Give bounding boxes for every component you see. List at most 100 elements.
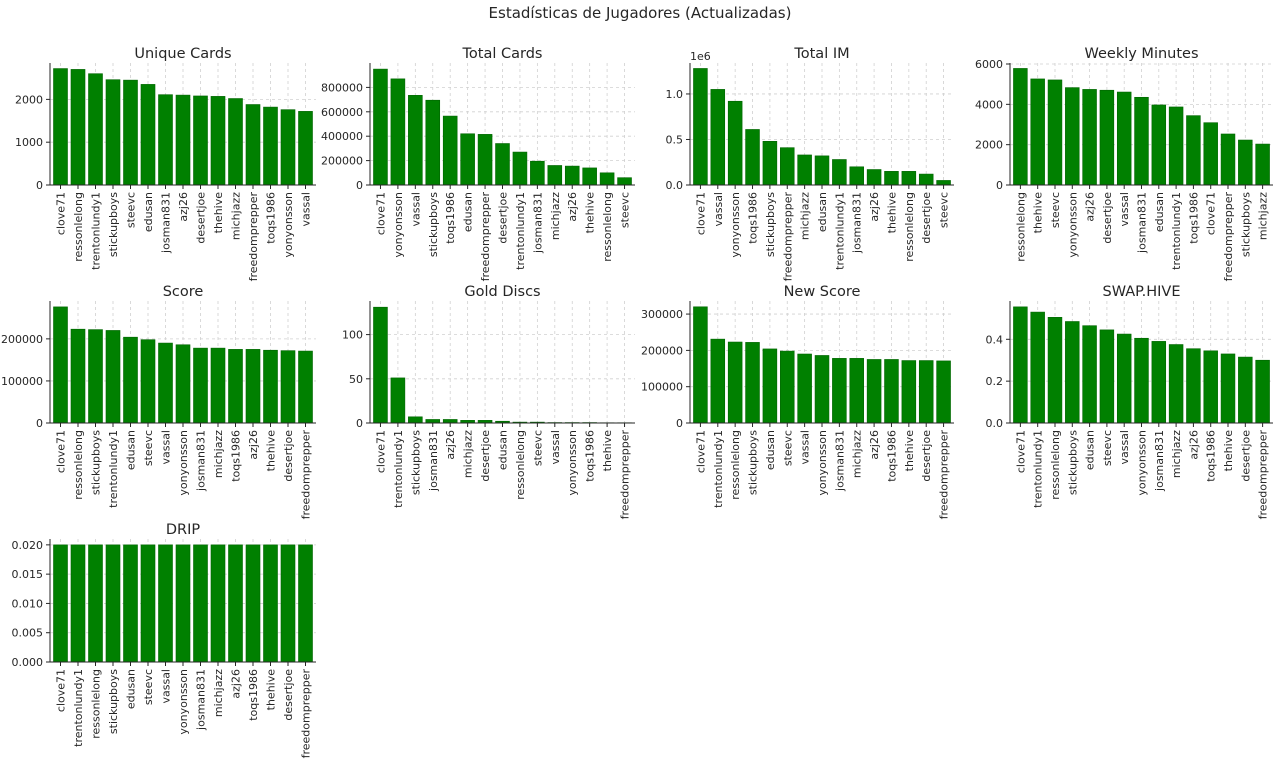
x-tick-label: stickupboys <box>107 669 120 734</box>
bar-vassal <box>159 343 173 423</box>
x-tick-label: clove71 <box>694 430 707 473</box>
bar-vassal <box>1117 92 1131 185</box>
bar-azj26 <box>176 95 190 185</box>
y-tick-label: 0 <box>356 179 363 192</box>
x-tick-label: trentonlundy1 <box>90 192 103 270</box>
x-tick-label: michjazz <box>1257 192 1270 240</box>
x-tick-label: vassal <box>1118 192 1131 227</box>
x-tick-label: ressonlelong <box>903 192 916 262</box>
x-tick-label: josman831 <box>1153 430 1166 492</box>
x-tick-label: desertjoe <box>497 192 510 244</box>
x-tick-label: ressonlelong <box>1014 192 1027 262</box>
x-tick-label: toqs1986 <box>885 430 898 482</box>
bar-yonyonsson <box>1065 88 1079 185</box>
bar-freedomprepper <box>937 361 951 423</box>
x-tick-label: freedomprepper <box>938 430 951 520</box>
x-tick-label: stickupboys <box>1066 430 1079 495</box>
x-tick-label: steevc <box>531 430 544 466</box>
bar-steevc <box>141 340 155 423</box>
x-tick-label: steevc <box>1049 192 1062 228</box>
y-tick-label: 800000 <box>321 81 363 94</box>
bar-steevc <box>141 545 155 662</box>
bar-edusan <box>1152 105 1166 185</box>
bar-edusan <box>461 134 475 185</box>
bar-steevc <box>618 178 632 185</box>
bar-desertjoe <box>919 361 933 423</box>
bar-michjazz <box>1256 144 1270 185</box>
bar-stickupboys <box>106 80 120 185</box>
x-tick-label: stickupboys <box>1239 192 1252 257</box>
x-tick-label: thehive <box>265 669 278 711</box>
x-tick-label: vassal <box>300 192 313 227</box>
x-tick-label: yonyonsson <box>282 192 295 258</box>
bar-edusan <box>1083 326 1097 423</box>
x-tick-label: thehive <box>265 430 278 472</box>
bar-trentonlundy1 <box>1169 107 1183 185</box>
x-tick-label: vassal <box>160 669 173 704</box>
bar-vassal <box>798 354 812 423</box>
x-tick-label: trentonlundy1 <box>712 430 725 508</box>
x-tick-label: steevc <box>781 430 794 466</box>
bar-thehive <box>264 350 278 423</box>
bar-toqs1986 <box>885 359 899 423</box>
bar-yonyonsson <box>1135 338 1149 423</box>
x-tick-label: trentonlundy1 <box>107 430 120 508</box>
bar-michjazz <box>548 165 562 185</box>
x-tick-label: stickupboys <box>107 192 120 257</box>
x-tick-label: ressonlelong <box>601 192 614 262</box>
bar-josman831 <box>1152 341 1166 423</box>
x-tick-label: yonyonsson <box>1066 192 1079 258</box>
bar-thehive <box>211 96 225 185</box>
subplot-title: Total IM <box>793 46 849 62</box>
bar-steevc <box>1048 80 1062 185</box>
bar-yonyonsson <box>815 355 829 423</box>
bar-josman831 <box>832 358 846 423</box>
y-tick-label: 4000 <box>975 98 1003 111</box>
subplot-title: New Score <box>784 284 861 300</box>
y-tick-label: 0.5 <box>666 133 684 146</box>
y-tick-label: 0 <box>676 417 683 430</box>
x-tick-label: desertjoe <box>282 430 295 482</box>
y-tick-label: 0.0 <box>986 417 1004 430</box>
bar-stickupboys <box>763 141 777 185</box>
x-tick-label: clove71 <box>1014 430 1027 473</box>
x-tick-label: edusan <box>1084 430 1097 470</box>
bar-josman831 <box>850 167 864 185</box>
bar-desertjoe <box>919 174 933 185</box>
x-tick-label: edusan <box>125 669 138 709</box>
x-tick-label: vassal <box>409 192 422 227</box>
x-tick-label: thehive <box>885 192 898 234</box>
x-tick-label: thehive <box>903 430 916 472</box>
x-tick-label: trentonlundy1 <box>514 192 527 270</box>
x-tick-label: stickupboys <box>427 192 440 257</box>
x-tick-label: azj26 <box>868 430 881 460</box>
bar-michjazz <box>1169 345 1183 423</box>
x-tick-label: ressonlelong <box>72 430 85 500</box>
y-tick-label: 0 <box>36 179 43 192</box>
bar-yonyonsson <box>728 101 742 185</box>
x-tick-label: freedomprepper <box>247 192 260 282</box>
bar-clove71 <box>373 69 387 185</box>
bar-thehive <box>583 168 597 185</box>
axis-offset-label: 1e6 <box>690 50 711 63</box>
bar-toqs1986 <box>443 116 457 185</box>
x-tick-label: clove71 <box>55 192 68 235</box>
x-tick-label: yonyonsson <box>729 192 742 258</box>
x-tick-label: clove71 <box>374 430 387 473</box>
x-tick-label: toqs1986 <box>230 430 243 482</box>
x-tick-label: trentonlundy1 <box>1170 192 1183 270</box>
bar-freedomprepper <box>299 545 313 662</box>
bar-yonyonsson <box>391 79 405 185</box>
bar-desertjoe <box>496 144 510 185</box>
x-tick-label: josman831 <box>851 192 864 254</box>
y-tick-label: 0 <box>996 179 1003 192</box>
x-tick-label: azj26 <box>566 192 579 222</box>
bar-josman831 <box>194 348 208 423</box>
x-tick-label: azj26 <box>444 430 457 460</box>
x-tick-label: michjazz <box>212 430 225 478</box>
x-tick-label: trentonlundy1 <box>833 192 846 270</box>
